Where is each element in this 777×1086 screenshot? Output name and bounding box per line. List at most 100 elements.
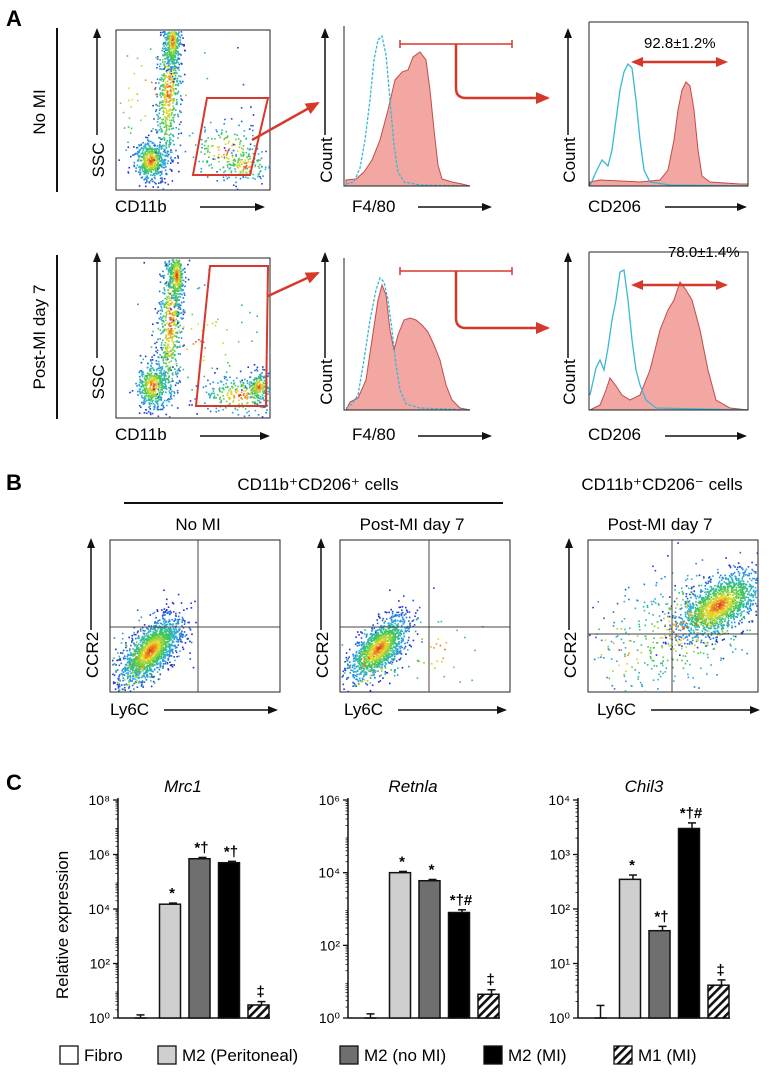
event-dot <box>219 168 222 171</box>
event-dot <box>149 147 152 150</box>
event-dot <box>200 167 203 170</box>
event-dot <box>159 181 162 184</box>
event-dot <box>178 629 181 632</box>
event-dot <box>227 142 230 144</box>
event-dot <box>168 400 170 403</box>
event-dot <box>173 72 176 74</box>
event-dot <box>145 150 148 152</box>
event-dot <box>161 101 164 104</box>
event-dot <box>169 331 171 334</box>
event-dot <box>173 54 175 57</box>
event-dot <box>140 391 143 394</box>
event-dot <box>182 626 185 629</box>
event-dot <box>142 147 144 150</box>
event-dot <box>134 650 137 652</box>
event-dot <box>169 654 172 657</box>
event-dot <box>158 171 160 173</box>
event-dot <box>148 373 151 375</box>
event-dot <box>257 160 259 163</box>
event-dot <box>159 101 161 103</box>
event-dot <box>158 390 160 392</box>
event-dot <box>198 160 201 163</box>
event-dot <box>135 667 137 669</box>
event-dot <box>260 378 263 380</box>
event-dot <box>171 34 173 37</box>
event-dot <box>260 375 263 378</box>
event-dot <box>156 352 159 354</box>
event-dot <box>172 319 175 322</box>
event-dot <box>146 143 149 146</box>
event-dot <box>159 31 162 34</box>
event-dot <box>164 378 167 381</box>
row-label-post-mi: Post-MI day 7 <box>30 285 49 390</box>
event-dot <box>166 65 169 68</box>
event-dot <box>163 42 165 44</box>
event-dot <box>236 150 239 152</box>
event-dot <box>161 635 164 637</box>
event-dot <box>153 377 155 380</box>
event-dot <box>176 92 178 95</box>
event-dot <box>161 623 164 626</box>
event-dot <box>163 150 166 152</box>
event-dot <box>181 63 183 65</box>
event-dot <box>183 44 185 47</box>
event-dot <box>164 265 167 267</box>
event-dot <box>182 279 185 282</box>
event-dot <box>174 282 177 284</box>
event-dot <box>141 373 144 376</box>
event-dot <box>172 117 174 119</box>
event-dot <box>170 329 172 332</box>
event-dot <box>156 407 159 409</box>
event-dot <box>206 151 209 153</box>
histogram-cd206-no-mi: 92.8±1.2% <box>588 21 749 187</box>
event-dot <box>127 672 130 675</box>
event-dot <box>143 377 146 380</box>
event-dot <box>209 410 212 413</box>
event-dot <box>164 47 167 49</box>
event-dot <box>179 292 182 295</box>
event-dot <box>198 287 201 289</box>
event-dot <box>257 391 259 393</box>
event-dot <box>208 164 210 167</box>
event-dot <box>123 658 125 660</box>
event-dot <box>158 654 160 657</box>
event-dot <box>254 389 256 392</box>
event-dot <box>172 320 174 323</box>
event-dot <box>166 100 168 103</box>
event-dot <box>168 112 171 115</box>
event-dot <box>169 284 172 287</box>
event-dot <box>163 89 166 92</box>
event-dot <box>155 402 158 404</box>
event-dot <box>169 631 172 633</box>
event-dot <box>251 391 254 393</box>
event-dot <box>181 284 184 286</box>
event-dot <box>179 285 182 287</box>
event-dot <box>227 386 229 389</box>
event-dot <box>171 665 174 668</box>
event-dot <box>141 383 144 386</box>
event-dot <box>247 161 250 163</box>
event-dot <box>153 632 155 634</box>
event-dot <box>137 659 139 661</box>
event-dot <box>180 270 183 273</box>
event-dot <box>257 388 260 390</box>
event-dot <box>142 397 144 399</box>
event-dot <box>181 301 183 304</box>
event-dot <box>174 345 176 348</box>
event-dot <box>154 87 157 89</box>
event-dot <box>135 167 137 169</box>
event-dot <box>173 288 176 290</box>
event-dot <box>147 372 149 375</box>
event-dot <box>172 333 175 336</box>
event-dot <box>158 632 161 635</box>
event-dot <box>131 639 134 641</box>
event-dot <box>152 169 155 171</box>
event-dot <box>146 376 148 379</box>
event-dot <box>161 628 163 631</box>
event-dot <box>140 662 143 664</box>
event-dot <box>149 647 151 649</box>
event-dot <box>175 340 178 343</box>
event-dot <box>150 360 152 362</box>
event-dot <box>196 413 198 415</box>
event-dot <box>166 358 169 360</box>
